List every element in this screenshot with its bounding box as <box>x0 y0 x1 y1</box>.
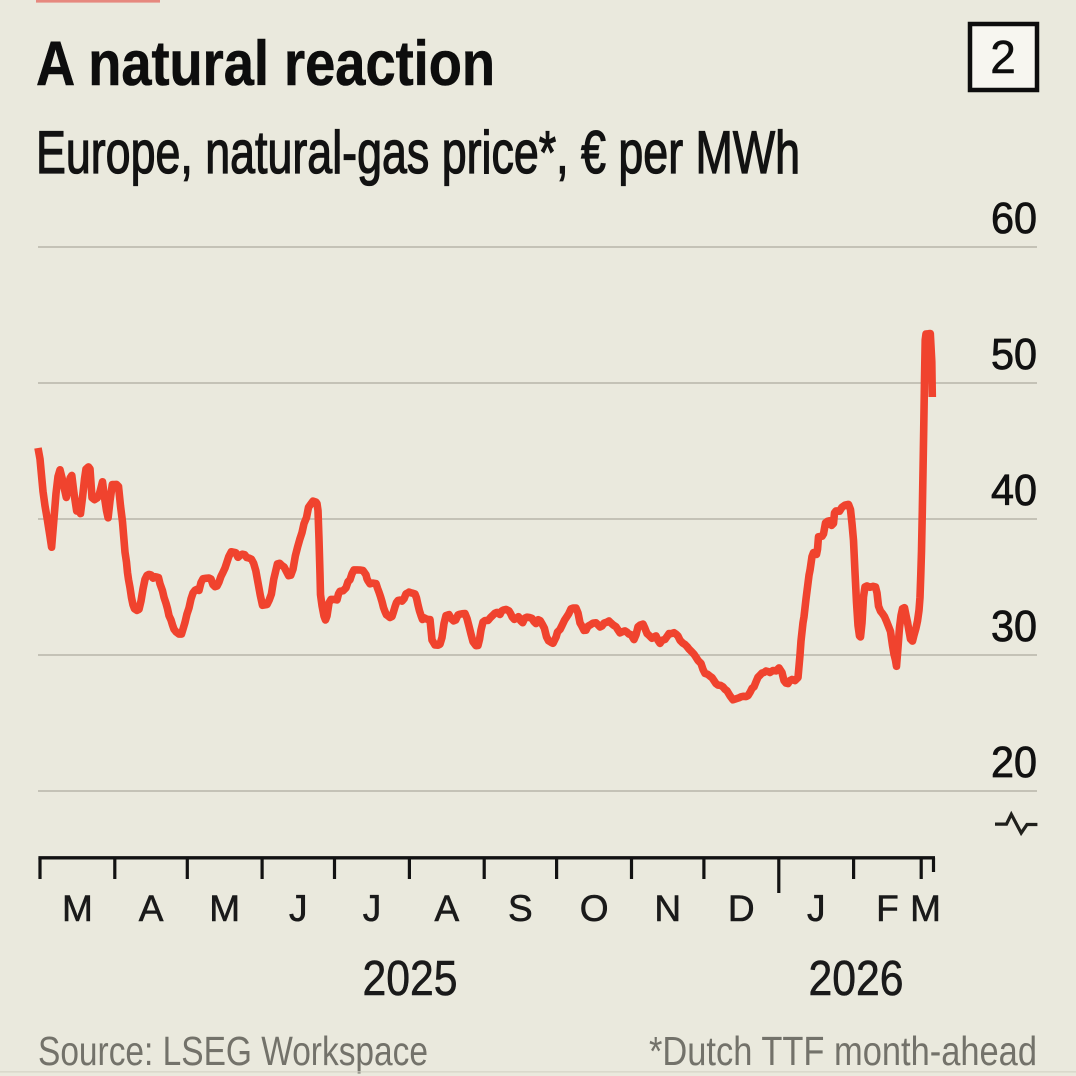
svg-text:M: M <box>62 888 93 929</box>
svg-text:30: 30 <box>991 602 1037 651</box>
svg-text:J: J <box>807 888 826 929</box>
svg-text:60: 60 <box>991 194 1037 243</box>
svg-text:Europe, natural-gas price*, €: Europe, natural-gas price*, € per MWh <box>36 119 800 186</box>
svg-text:*Dutch TTF month-ahead: *Dutch TTF month-ahead <box>649 1028 1037 1074</box>
svg-text:M: M <box>910 888 941 929</box>
svg-text:2: 2 <box>990 31 1016 83</box>
svg-text:Source: LSEG Workspace: Source: LSEG Workspace <box>38 1028 428 1074</box>
svg-text:40: 40 <box>991 466 1037 515</box>
svg-text:2026: 2026 <box>809 952 904 1006</box>
svg-text:A: A <box>434 888 459 929</box>
svg-text:D: D <box>728 888 755 929</box>
svg-text:M: M <box>209 888 240 929</box>
svg-text:50: 50 <box>991 330 1037 379</box>
svg-text:J: J <box>289 888 308 929</box>
svg-text:N: N <box>654 888 681 929</box>
svg-text:S: S <box>508 888 533 929</box>
svg-text:J: J <box>363 888 382 929</box>
svg-text:A natural reaction: A natural reaction <box>36 29 495 99</box>
svg-text:F: F <box>876 888 899 929</box>
svg-text:20: 20 <box>991 738 1037 787</box>
svg-text:O: O <box>580 888 609 929</box>
svg-text:2025: 2025 <box>363 952 458 1006</box>
svg-text:A: A <box>139 888 164 929</box>
